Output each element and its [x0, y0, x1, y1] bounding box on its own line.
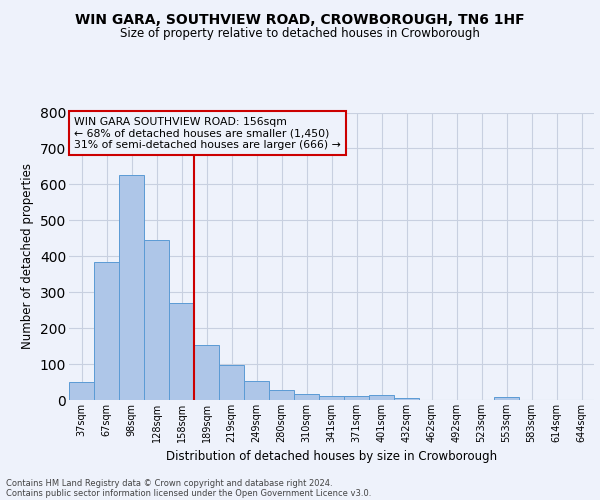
Bar: [119, 176, 144, 400]
Text: WIN GARA, SOUTHVIEW ROAD, CROWBOROUGH, TN6 1HF: WIN GARA, SOUTHVIEW ROAD, CROWBOROUGH, T…: [75, 12, 525, 26]
Bar: [144, 240, 169, 400]
Y-axis label: Number of detached properties: Number of detached properties: [21, 163, 34, 350]
Bar: [244, 382, 269, 400]
Bar: [94, 262, 119, 400]
Bar: [494, 398, 519, 400]
X-axis label: Distribution of detached houses by size in Crowborough: Distribution of detached houses by size …: [166, 450, 497, 464]
Text: Contains HM Land Registry data © Crown copyright and database right 2024.: Contains HM Land Registry data © Crown c…: [6, 478, 332, 488]
Text: Size of property relative to detached houses in Crowborough: Size of property relative to detached ho…: [120, 28, 480, 40]
Bar: [269, 390, 294, 400]
Text: Contains public sector information licensed under the Open Government Licence v3: Contains public sector information licen…: [6, 488, 371, 498]
Bar: [319, 396, 344, 400]
Bar: [344, 396, 369, 400]
Bar: [294, 394, 319, 400]
Bar: [369, 395, 394, 400]
Text: WIN GARA SOUTHVIEW ROAD: 156sqm
← 68% of detached houses are smaller (1,450)
31%: WIN GARA SOUTHVIEW ROAD: 156sqm ← 68% of…: [74, 117, 341, 150]
Bar: [169, 303, 194, 400]
Bar: [194, 345, 219, 400]
Bar: [69, 382, 94, 400]
Bar: [394, 398, 419, 400]
Bar: [219, 365, 244, 400]
